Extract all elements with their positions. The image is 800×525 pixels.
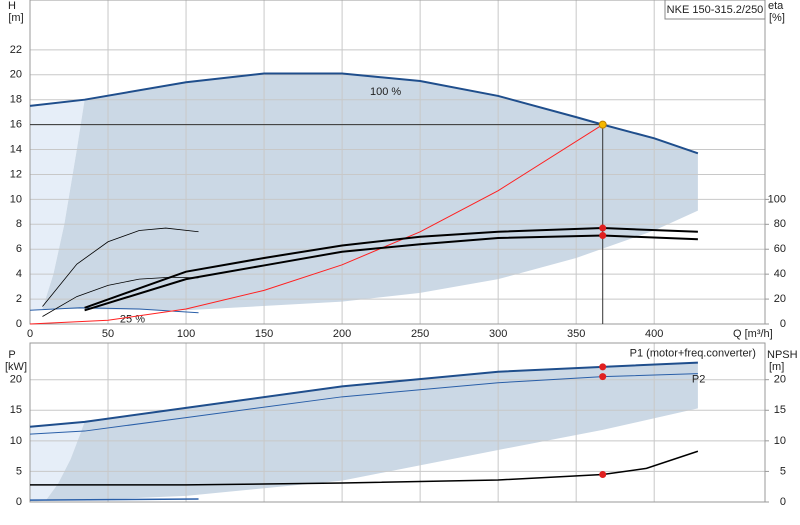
y-axis-label: H [8, 0, 16, 12]
y-tick-label: 2 [16, 293, 22, 305]
curve-label: P1 (motor+freq.converter) [630, 347, 756, 359]
operating-point [599, 224, 607, 232]
operating-point [599, 470, 607, 478]
y-tick-label: 10 [10, 435, 22, 447]
y-tick-label: 10 [10, 193, 22, 205]
y2-tick-label: 15 [774, 404, 786, 416]
curve-label: P2 [692, 373, 705, 385]
x-tick-label: 250 [411, 328, 429, 340]
y-axis-unit: [kW] [5, 361, 27, 373]
y-tick-label: 5 [16, 465, 22, 477]
curve [84, 234, 698, 312]
y-tick-label: 20 [10, 374, 22, 386]
y2-axis-label: NPSH [767, 349, 798, 361]
y2-axis-unit: [%] [769, 12, 785, 24]
x-tick-label: 300 [489, 328, 507, 340]
curve-label: 100 % [370, 86, 401, 98]
y-tick-label: 20 [10, 69, 22, 81]
y2-tick-label: 40 [774, 268, 786, 280]
x-tick-label: 50 [102, 328, 114, 340]
x-tick-label: 350 [567, 328, 585, 340]
y-tick-label: 16 [10, 119, 22, 131]
curve [42, 227, 199, 307]
curve [29, 124, 603, 325]
curve [29, 72, 699, 155]
operating-area [42, 73, 698, 311]
y-axis-unit: [m] [8, 12, 23, 24]
x-tick-label: 200 [333, 328, 351, 340]
y2-tick-label: 10 [774, 435, 786, 447]
operating-point [598, 120, 607, 129]
y2-tick-label: 20 [774, 293, 786, 305]
y2-tick-label: 80 [774, 218, 786, 230]
y-tick-label: 0 [16, 318, 22, 330]
operating-point [599, 232, 607, 240]
y2-axis-label: eta [768, 0, 784, 12]
y-tick-label: 15 [10, 404, 22, 416]
curve-label: 25 % [120, 314, 145, 326]
y2-tick-label: 0 [780, 318, 786, 330]
y2-tick-label: 5 [780, 465, 786, 477]
y2-tick-label: 0 [780, 496, 786, 508]
y-tick-label: 8 [16, 218, 22, 230]
x-tick-label: 0 [27, 328, 33, 340]
operating-area [45, 362, 698, 501]
curve [30, 450, 699, 486]
y-tick-label: 18 [10, 94, 22, 106]
curve [29, 498, 199, 501]
y2-axis-unit: [m] [769, 361, 784, 373]
y-tick-label: 0 [16, 496, 22, 508]
y-tick-label: 6 [16, 243, 22, 255]
plot-frame [29, 342, 766, 503]
operating-point [599, 373, 607, 381]
plot-frame [29, 0, 766, 325]
y-tick-label: 12 [10, 168, 22, 180]
curve [42, 276, 199, 317]
operating-point [599, 363, 607, 371]
curve [84, 227, 698, 309]
x-tick-label: 150 [255, 328, 273, 340]
y2-tick-label: 100 [768, 193, 786, 205]
y2-tick-label: 60 [774, 243, 786, 255]
x-tick-label: 100 [177, 328, 195, 340]
y-tick-label: 22 [10, 44, 22, 56]
x-axis-label: Q [m³/h] [733, 328, 773, 340]
x-tick-label: 400 [645, 328, 663, 340]
y2-tick-label: 20 [774, 374, 786, 386]
operating-area [30, 99, 85, 311]
operating-area [30, 421, 85, 502]
y-tick-label: 4 [16, 268, 22, 280]
title-box [664, 0, 766, 20]
chart-title: NKE 150-315.2/250 [667, 4, 764, 16]
y-axis-label: P [8, 349, 15, 361]
y-tick-label: 14 [10, 143, 22, 155]
